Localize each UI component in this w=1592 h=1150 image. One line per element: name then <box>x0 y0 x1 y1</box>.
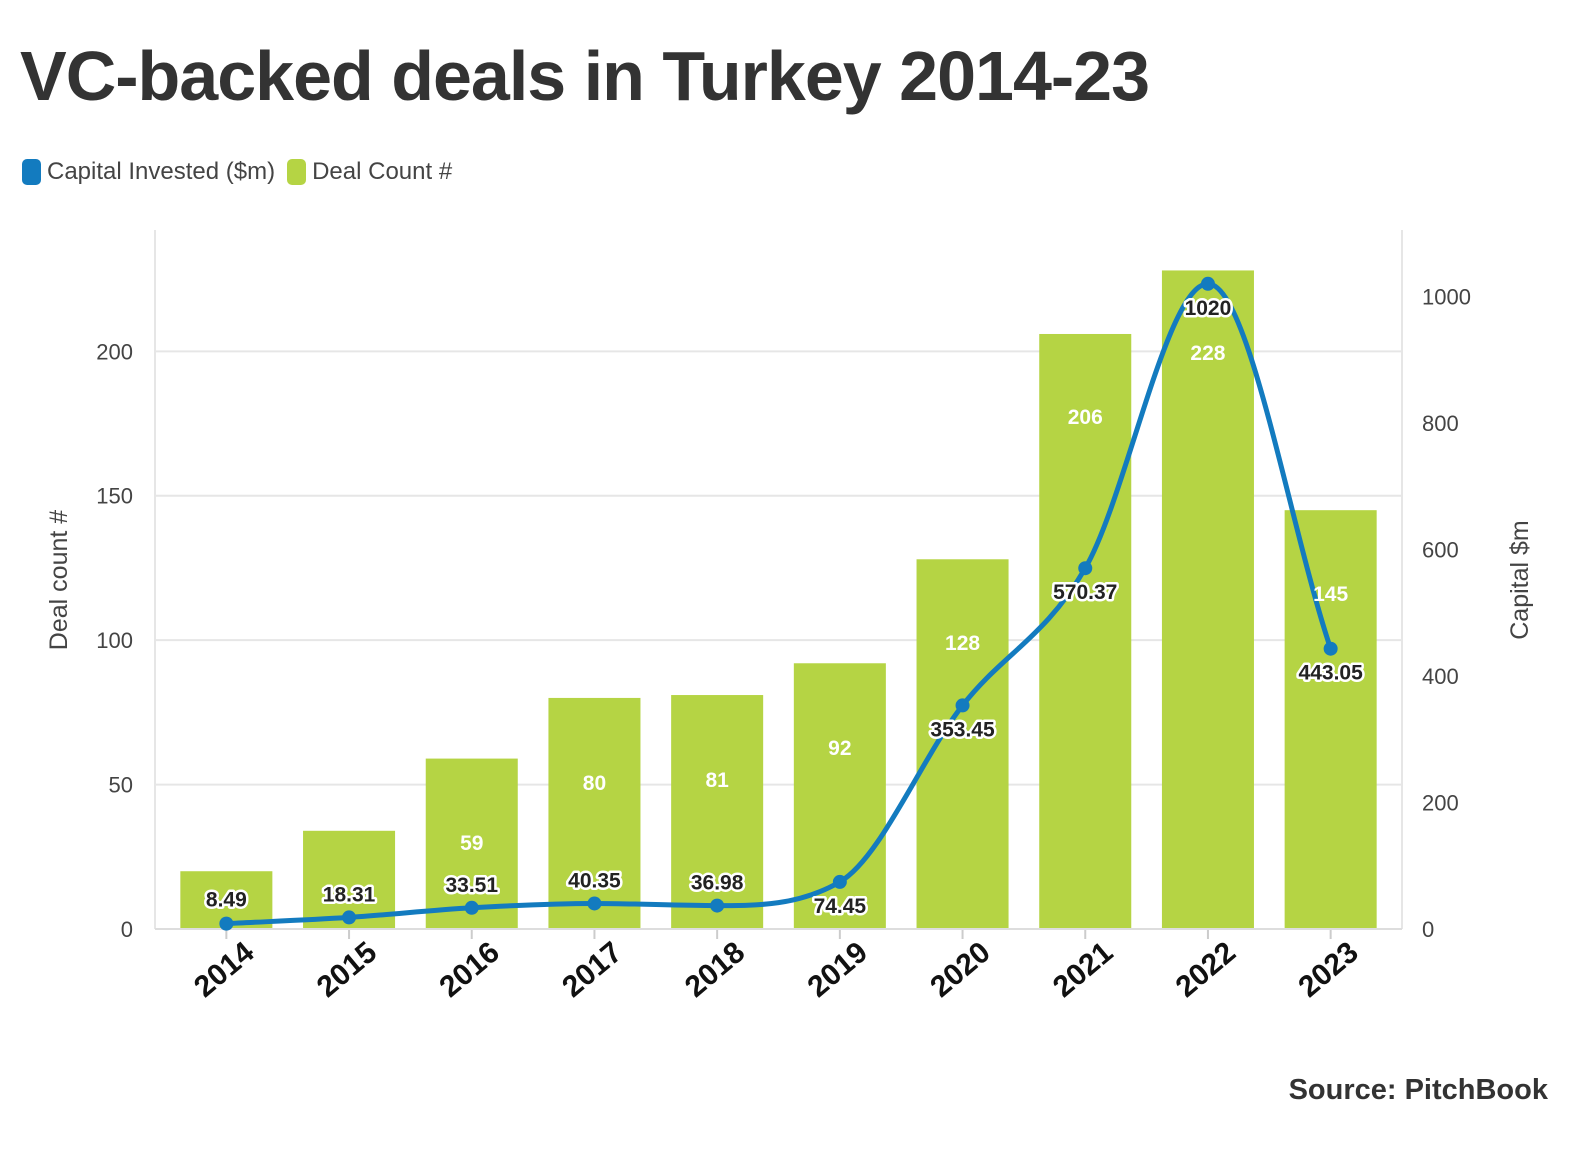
bar-value-label: 228 <box>1190 342 1225 365</box>
point-capital-2015[interactable] <box>342 910 357 925</box>
bar-value-label: 145 <box>1313 583 1348 606</box>
point-capital-2022[interactable] <box>1200 276 1215 291</box>
chart-legend: Capital Invested ($m) Deal Count # <box>22 158 464 186</box>
y-left-tick-label: 100 <box>96 628 133 653</box>
source-credit: Source: PitchBook <box>1288 1074 1548 1106</box>
point-capital-2019[interactable] <box>832 874 847 889</box>
line-layer <box>219 276 1338 931</box>
x-tick-label: 2020 <box>924 936 996 1004</box>
y-right-tick-label: 0 <box>1422 917 1434 942</box>
axis-layer: 0 50 100 150 200 0 200 400 600 800 1000 2014 2015 201… <box>96 284 1471 1003</box>
bar-value-label: 81 <box>705 769 729 792</box>
y-left-tick-label: 0 <box>121 917 133 942</box>
y-left-tick-label: 200 <box>96 339 133 364</box>
legend-swatch-deal-count <box>287 159 307 185</box>
bar-value-label: 128 <box>945 632 980 655</box>
bar-layer <box>180 270 1377 930</box>
bar-value-label: 92 <box>828 737 851 760</box>
legend-item-capital[interactable]: Capital Invested ($m) <box>22 158 275 186</box>
legend-label-capital: Capital Invested ($m) <box>47 158 276 185</box>
legend-swatch-capital <box>22 159 41 185</box>
x-tick-label: 2019 <box>802 936 874 1004</box>
line-value-label: 8.49 <box>206 889 247 912</box>
bar-deal-count-2018[interactable] <box>671 695 764 929</box>
x-tick-label: 2017 <box>556 936 628 1004</box>
legend-item-deal-count[interactable]: Deal Count # <box>287 158 452 186</box>
x-tick-label: 2018 <box>679 936 751 1004</box>
bar-deal-count-2021[interactable] <box>1039 333 1132 929</box>
bar-value-label: 59 <box>460 832 483 855</box>
y-left-tick-label: 150 <box>96 484 133 509</box>
point-capital-2016[interactable] <box>464 900 479 915</box>
x-tick-label: 2015 <box>311 936 383 1004</box>
point-capital-2018[interactable] <box>710 898 725 913</box>
line-value-label: 1020 <box>1185 297 1232 320</box>
point-capital-2014[interactable] <box>219 916 234 931</box>
y-left-axis-title: Deal count # <box>45 510 73 650</box>
y-right-tick-label: 200 <box>1422 790 1459 815</box>
y-right-axis-title: Capital $m <box>1506 520 1534 640</box>
point-capital-2017[interactable] <box>587 896 602 911</box>
bar-value-label: 80 <box>583 772 606 795</box>
bar-deal-count-2022[interactable] <box>1161 270 1254 930</box>
bar-value-label: 206 <box>1068 406 1103 429</box>
x-tick-label: 2021 <box>1047 936 1119 1004</box>
line-value-label: 443.05 <box>1299 662 1364 685</box>
x-tick-label: 2014 <box>188 935 261 1003</box>
x-tick-label: 2022 <box>1170 936 1242 1004</box>
chart-title: VC-backed deals in Turkey 2014-23 <box>20 37 1150 115</box>
x-tick-label: 2016 <box>433 936 505 1004</box>
point-capital-2020[interactable] <box>955 698 970 713</box>
point-capital-2021[interactable] <box>1078 561 1093 576</box>
y-right-tick-label: 1000 <box>1422 284 1471 309</box>
y-left-tick-label: 50 <box>109 773 133 798</box>
bar-deal-count-2023[interactable] <box>1284 510 1377 929</box>
line-value-label: 33.51 <box>445 874 498 897</box>
y-right-tick-label: 800 <box>1422 411 1459 436</box>
line-value-label: 40.35 <box>568 869 621 892</box>
line-value-label: 36.98 <box>691 872 744 895</box>
line-value-label: 570.37 <box>1053 581 1117 604</box>
bar-deal-count-2016[interactable] <box>425 758 518 929</box>
bar-deal-count-2019[interactable] <box>793 663 886 929</box>
line-value-label: 18.31 <box>323 883 376 906</box>
line-value-label: 353.45 <box>930 718 995 741</box>
y-right-tick-label: 600 <box>1422 537 1459 562</box>
bar-deal-count-2017[interactable] <box>548 697 641 929</box>
bar-deal-count-2020[interactable] <box>916 559 1009 929</box>
x-tick-label: 2023 <box>1292 936 1364 1004</box>
y-right-tick-label: 400 <box>1422 664 1459 689</box>
line-value-label: 74.45 <box>814 895 867 918</box>
label-layer: 59 80 81 92 128 206 228 145 8.49 18.31 33.51 40.35 3… <box>203 294 1365 920</box>
point-capital-2023[interactable] <box>1323 641 1338 656</box>
legend-label-deal-count: Deal Count # <box>312 158 453 185</box>
